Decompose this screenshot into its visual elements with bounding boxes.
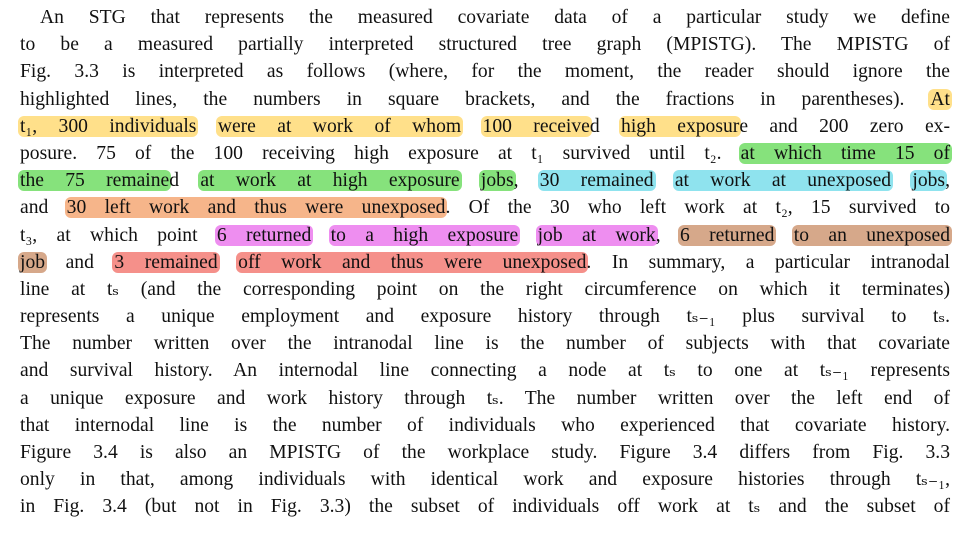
text-run: and [45,251,115,273]
highlight-brown: 6 returned [677,224,777,246]
highlight-cyan: at work at unexposed [672,170,894,192]
text-run: and [20,197,67,219]
text-line: Figure 3.4 is also an MPISTG of the work… [20,439,950,466]
text-line: the 75 remained at work at high exposure… [18,167,950,194]
text-run: only in that, among individuals with ide… [20,469,950,491]
highlight-magenta: to a high exposure [328,224,521,246]
text-run: to be a measured partially interpreted s… [20,34,950,56]
highlight-red: off work and thus were unexposed [236,251,589,273]
text-run: posure. 75 of the 100 receiving high exp… [20,142,741,164]
text-run [196,116,217,137]
highlight-yellow: high exposur [619,115,742,137]
highlight-red: 3 remained [112,251,220,273]
text-run: t₃, at which point [20,224,217,246]
highlight-brown: to an unexposed [791,224,953,246]
text-line: and survival history. An internodal line… [20,357,950,384]
text-run: . In summary, a particular intranodal [586,251,950,273]
text-run [774,225,793,246]
text-line: posure. 75 of the 100 receiving high exp… [20,140,953,167]
text-line: job and 3 remained off work and thus wer… [18,249,950,276]
highlight-yellow: t₁, 300 individuals [18,115,199,137]
highlight-magenta: 6 returned [214,224,314,246]
paper-page: An STG that represents the measured cova… [18,4,953,521]
text-line: in Fig. 3.4 (but not in Fig. 3.3) the su… [20,493,950,520]
text-line: Fig. 3.3 is interpreted as follows (wher… [20,58,950,85]
highlight-cyan: jobs [910,170,948,192]
text-run: d [169,170,201,192]
text-line: The number written over the intranodal l… [20,330,950,357]
text-run: , [655,224,680,246]
text-run: that internodal line is the number of in… [20,414,950,436]
highlight-yellow: 100 receive [480,115,592,137]
text-run: e and 200 zero ex- [739,115,950,137]
highlight-magenta: job at work [535,224,658,246]
text-line: An STG that represents the measured cova… [20,4,950,31]
text-line: that internodal line is the number of in… [20,412,950,439]
text-run: highlighted lines, the numbers in square… [20,88,931,110]
text-run: represents a unique employment and expos… [20,306,950,328]
highlight-brown: job [18,251,48,273]
text-run: a unique exposure and work history throu… [20,387,950,409]
highlight-cyan: 30 remained [537,170,656,192]
text-line: and 30 left work and thus were unexposed… [20,194,950,221]
text-run: An STG that represents the measured cova… [40,7,950,28]
highlight-green: at which time 15 of [738,142,953,164]
highlight-yellow: At [928,88,952,110]
text-run: in Fig. 3.4 (but not in Fig. 3.3) the su… [20,496,950,518]
text-line: represents a unique employment and expos… [20,303,950,330]
text-run: d [589,115,622,137]
text-run: , [945,170,950,192]
text-run: Figure 3.4 is also an MPISTG of the work… [20,442,950,463]
highlight-green: the 75 remaine [18,170,172,192]
highlight-orange: 30 left work and thus were unexposed [64,197,448,219]
text-line: t₃, at which point 6 returned to a high … [20,222,953,249]
text-run [461,116,482,137]
text-line: a unique exposure and work history throu… [20,385,950,412]
text-line: only in that, among individuals with ide… [20,466,950,493]
highlight-green: at work at high exposure [198,170,462,192]
text-line: highlighted lines, the numbers in square… [20,86,952,113]
highlight-yellow: were at work of whom [215,115,464,137]
text-run: . Of the 30 who left work at t₂, 15 surv… [445,197,950,219]
text-run: and survival history. An internodal line… [20,360,950,382]
text-line: to be a measured partially interpreted s… [20,31,950,58]
text-run [460,170,481,191]
text-run: The number written over the intranodal l… [20,333,950,355]
body-paragraph: An STG that represents the measured cova… [18,4,953,521]
text-run: Fig. 3.3 is interpreted as follows (wher… [20,61,950,83]
text-run [654,170,675,191]
text-run: line at tₛ (and the corresponding point … [20,278,950,300]
text-run [311,225,330,246]
text-line: t₁, 300 individuals were at work of whom… [18,113,950,140]
text-run: , [513,170,540,192]
highlight-green: jobs [478,170,516,192]
text-run [518,225,537,246]
text-line: line at tₛ (and the corresponding point … [20,276,950,303]
